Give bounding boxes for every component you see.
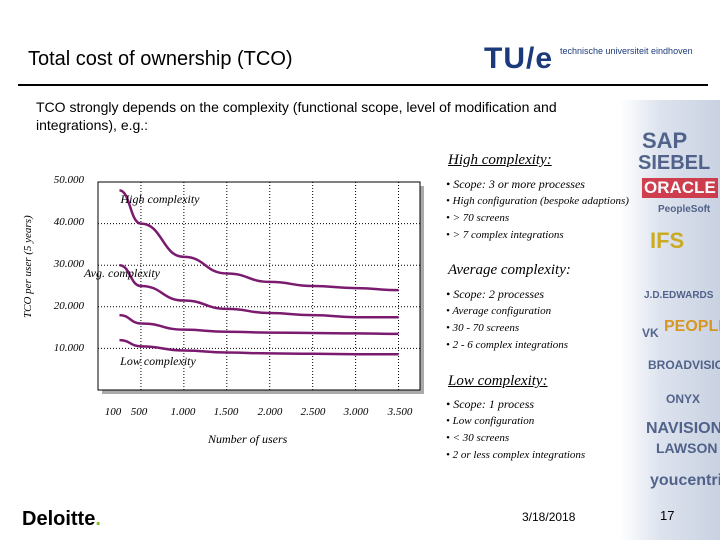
y-axis-label: TCO per user (5 years) bbox=[22, 215, 34, 318]
bullet: • > 70 screens bbox=[446, 212, 510, 224]
bullet: • Scope: 3 or more processes bbox=[446, 177, 585, 191]
bullet: • 2 - 6 complex integrations bbox=[446, 339, 569, 351]
series-line bbox=[119, 189, 399, 292]
y-tick-label: 30.000 bbox=[53, 258, 84, 270]
x-tick-label: 2.500 bbox=[300, 406, 326, 418]
vendor-logo: PEOPLE bbox=[664, 318, 720, 335]
intro-text: TCO strongly depends on the complexity (… bbox=[36, 99, 557, 133]
tue-logo-subtitle: technische universiteit eindhoven bbox=[560, 46, 693, 56]
vendor-logo: IFS bbox=[650, 228, 685, 253]
vendor-logo: SAP bbox=[642, 128, 688, 153]
average-complexity-title: Average complexity: bbox=[448, 262, 571, 278]
vendor-logo: J.D.EDWARDS bbox=[644, 290, 714, 301]
vendor-logo: PeopleSoft bbox=[658, 204, 711, 215]
x-axis-label: Number of users bbox=[208, 432, 288, 446]
bullet: • 30 - 70 screens bbox=[446, 322, 520, 334]
y-tick-label: 50.000 bbox=[53, 174, 84, 186]
bullet: • < 30 screens bbox=[446, 432, 510, 444]
annotation-low: Low complexity bbox=[120, 354, 196, 368]
chart-series bbox=[119, 189, 399, 356]
vendor-logo: LAWSON bbox=[656, 440, 718, 456]
annotation-high: High complexity bbox=[120, 192, 200, 206]
slide-date: 3/18/2018 bbox=[522, 510, 576, 524]
bullet: • Average configuration bbox=[446, 305, 552, 317]
low-complexity-title: Low complexity: bbox=[448, 373, 548, 389]
vendor-logo: VK bbox=[642, 326, 659, 340]
bullet: • Scope: 1 process bbox=[446, 397, 535, 411]
x-tick-label: 2.000 bbox=[257, 406, 283, 418]
x-tick-label: 3.500 bbox=[387, 406, 413, 418]
bullet: • Scope: 2 processes bbox=[446, 287, 545, 301]
high-complexity-title: High complexity: bbox=[448, 152, 552, 168]
x-tick-label: 500 bbox=[130, 406, 148, 418]
y-tick-label: 10.000 bbox=[53, 342, 84, 354]
series-line bbox=[119, 313, 399, 336]
x-tick-label: 1.500 bbox=[213, 406, 239, 418]
bullet: • Low configuration bbox=[446, 415, 535, 427]
annotation-avg: Avg. complexity bbox=[84, 266, 160, 280]
title-divider bbox=[18, 84, 708, 86]
deloitte-logo: Deloitte. bbox=[22, 508, 101, 530]
vendor-logo: ONYX bbox=[666, 392, 701, 406]
series-line bbox=[119, 263, 399, 319]
slide-title: Total cost of ownership (TCO) bbox=[28, 48, 293, 70]
vendor-logo: ORACLE bbox=[642, 178, 718, 198]
x-tick-label: 1.000 bbox=[170, 406, 196, 418]
x-tick-label: 100 bbox=[104, 406, 122, 418]
x-tick-label: 3.000 bbox=[343, 406, 369, 418]
vendor-logo: SIEBEL bbox=[638, 152, 711, 174]
tue-logo: TU/e bbox=[484, 42, 554, 75]
bullet: • > 7 complex integrations bbox=[446, 229, 564, 241]
bullet: • 2 or less complex integrations bbox=[446, 449, 586, 461]
bullet: • High configuration (bespoke adaptions) bbox=[446, 195, 629, 207]
vendor-logo: BROADVISION bbox=[648, 358, 720, 372]
page-number: 17 bbox=[660, 508, 675, 523]
y-tick-label: 40.000 bbox=[53, 216, 84, 228]
vendor-logo-strip: SAP SIEBEL ORACLE PeopleSoft IFS J.D.EDW… bbox=[620, 100, 720, 540]
vendor-logo: youcentric bbox=[650, 472, 720, 489]
vendor-logo: NAVISION bbox=[646, 420, 720, 437]
y-tick-label: 20.000 bbox=[53, 300, 84, 312]
series-line bbox=[119, 338, 399, 356]
